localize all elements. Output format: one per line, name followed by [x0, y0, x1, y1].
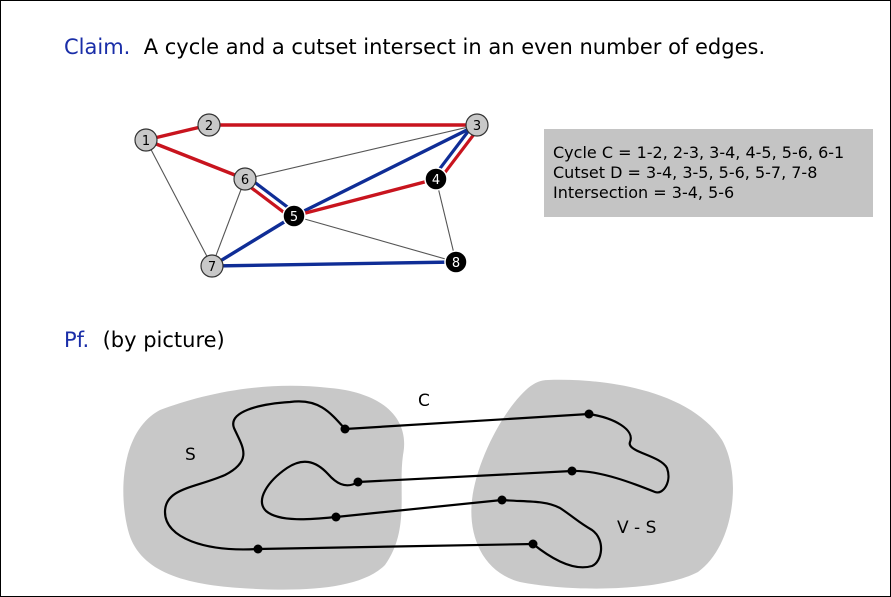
edge-6-3 [244, 124, 478, 180]
claim-text: A cycle and a cutset intersect in an eve… [143, 35, 766, 59]
cycle-curve-s-inner [260, 460, 359, 521]
node-7-label: 7 [208, 260, 216, 275]
edge-3-5 [293, 123, 478, 218]
node-8-label: 8 [452, 256, 460, 271]
cycle-curve-vs [571, 412, 670, 494]
edge-4-5 [293, 177, 437, 218]
node-4-label: 4 [432, 173, 440, 188]
label-v-minus-s: V - S [617, 518, 656, 538]
edge-7-8 [211, 260, 457, 268]
proof-heading: Pf. (by picture) [64, 328, 225, 352]
cycle-text: Cycle C = 1-2, 2-3, 3-4, 4-5, 5-6, 6-1 [553, 143, 845, 162]
edge-4-8 [435, 178, 457, 263]
node-1-label: 1 [142, 134, 150, 149]
proof-label: Pf. [64, 328, 90, 352]
cutset-text: Cutset D = 3-4, 3-5, 5-6, 5-7, 7-8 [553, 163, 818, 182]
node-8: 8 [444, 250, 468, 274]
edge-6-7 [211, 178, 246, 267]
proof-picture: C S V - S [123, 379, 733, 590]
edge-5-8 [293, 215, 457, 263]
cycle-curve-s [163, 400, 346, 551]
node-3: 3 [465, 113, 489, 137]
node-6: 6 [233, 167, 257, 191]
crossing-edges [257, 412, 590, 551]
cycle-curve-vs-inner [501, 498, 603, 569]
region-v-minus-s [471, 379, 733, 589]
node-4: 4 [424, 167, 448, 191]
claim-label: Claim. [64, 35, 131, 59]
edge-5-7 [211, 214, 295, 268]
edge-6-1 [145, 138, 246, 181]
node-6-label: 6 [241, 173, 249, 188]
node-5: 5 [282, 204, 306, 228]
crossing-points [253, 409, 594, 554]
node-5-label: 5 [290, 210, 298, 225]
cycle-cutset-graph: 1 2 3 4 5 6 7 8 [134, 113, 489, 278]
label-s: S [185, 445, 196, 465]
region-s [123, 385, 405, 590]
intersection-text: Intersection = 3-4, 5-6 [553, 183, 735, 202]
label-c: C [418, 391, 430, 411]
edge-1-7 [145, 139, 213, 267]
node-1: 1 [134, 128, 158, 152]
node-7: 7 [200, 254, 224, 278]
proof-text: (by picture) [102, 328, 225, 352]
claim-statement: Claim. A cycle and a cutset intersect in… [64, 35, 765, 59]
info-box: Cycle C = 1-2, 2-3, 3-4, 4-5, 5-6, 6-1 C… [544, 129, 873, 217]
node-3-label: 3 [473, 119, 481, 134]
node-2-label: 2 [205, 119, 213, 134]
node-2: 2 [197, 113, 221, 137]
